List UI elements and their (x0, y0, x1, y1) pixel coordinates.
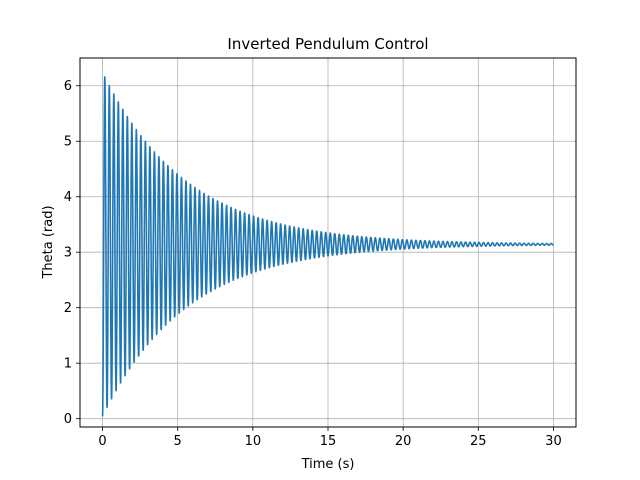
series-layer (101, 76, 555, 417)
y-tick-label: 6 (64, 79, 72, 94)
series-line-theta (101, 76, 555, 417)
chart-title: Inverted Pendulum Control (227, 35, 428, 53)
ticks: 0 5 10 15 20 25 30 0 1 2 3 4 5 6 (64, 79, 562, 449)
x-tick-label: 5 (174, 434, 182, 449)
y-tick-label: 5 (64, 135, 72, 150)
y-axis-label: Theta (rad) (41, 205, 56, 279)
x-tick-label: 10 (245, 434, 262, 449)
y-tick-label: 1 (64, 357, 72, 372)
y-tick-label: 0 (64, 412, 72, 427)
y-tick-label: 2 (64, 301, 72, 316)
x-tick-label: 25 (470, 434, 487, 449)
x-tick-label: 15 (320, 434, 337, 449)
y-tick-label: 3 (64, 246, 72, 261)
y-tick-label: 4 (64, 190, 72, 205)
x-axis-label: Time (s) (301, 457, 355, 472)
x-tick-label: 0 (98, 434, 106, 449)
x-tick-label: 30 (545, 434, 562, 449)
x-tick-label: 20 (395, 434, 412, 449)
